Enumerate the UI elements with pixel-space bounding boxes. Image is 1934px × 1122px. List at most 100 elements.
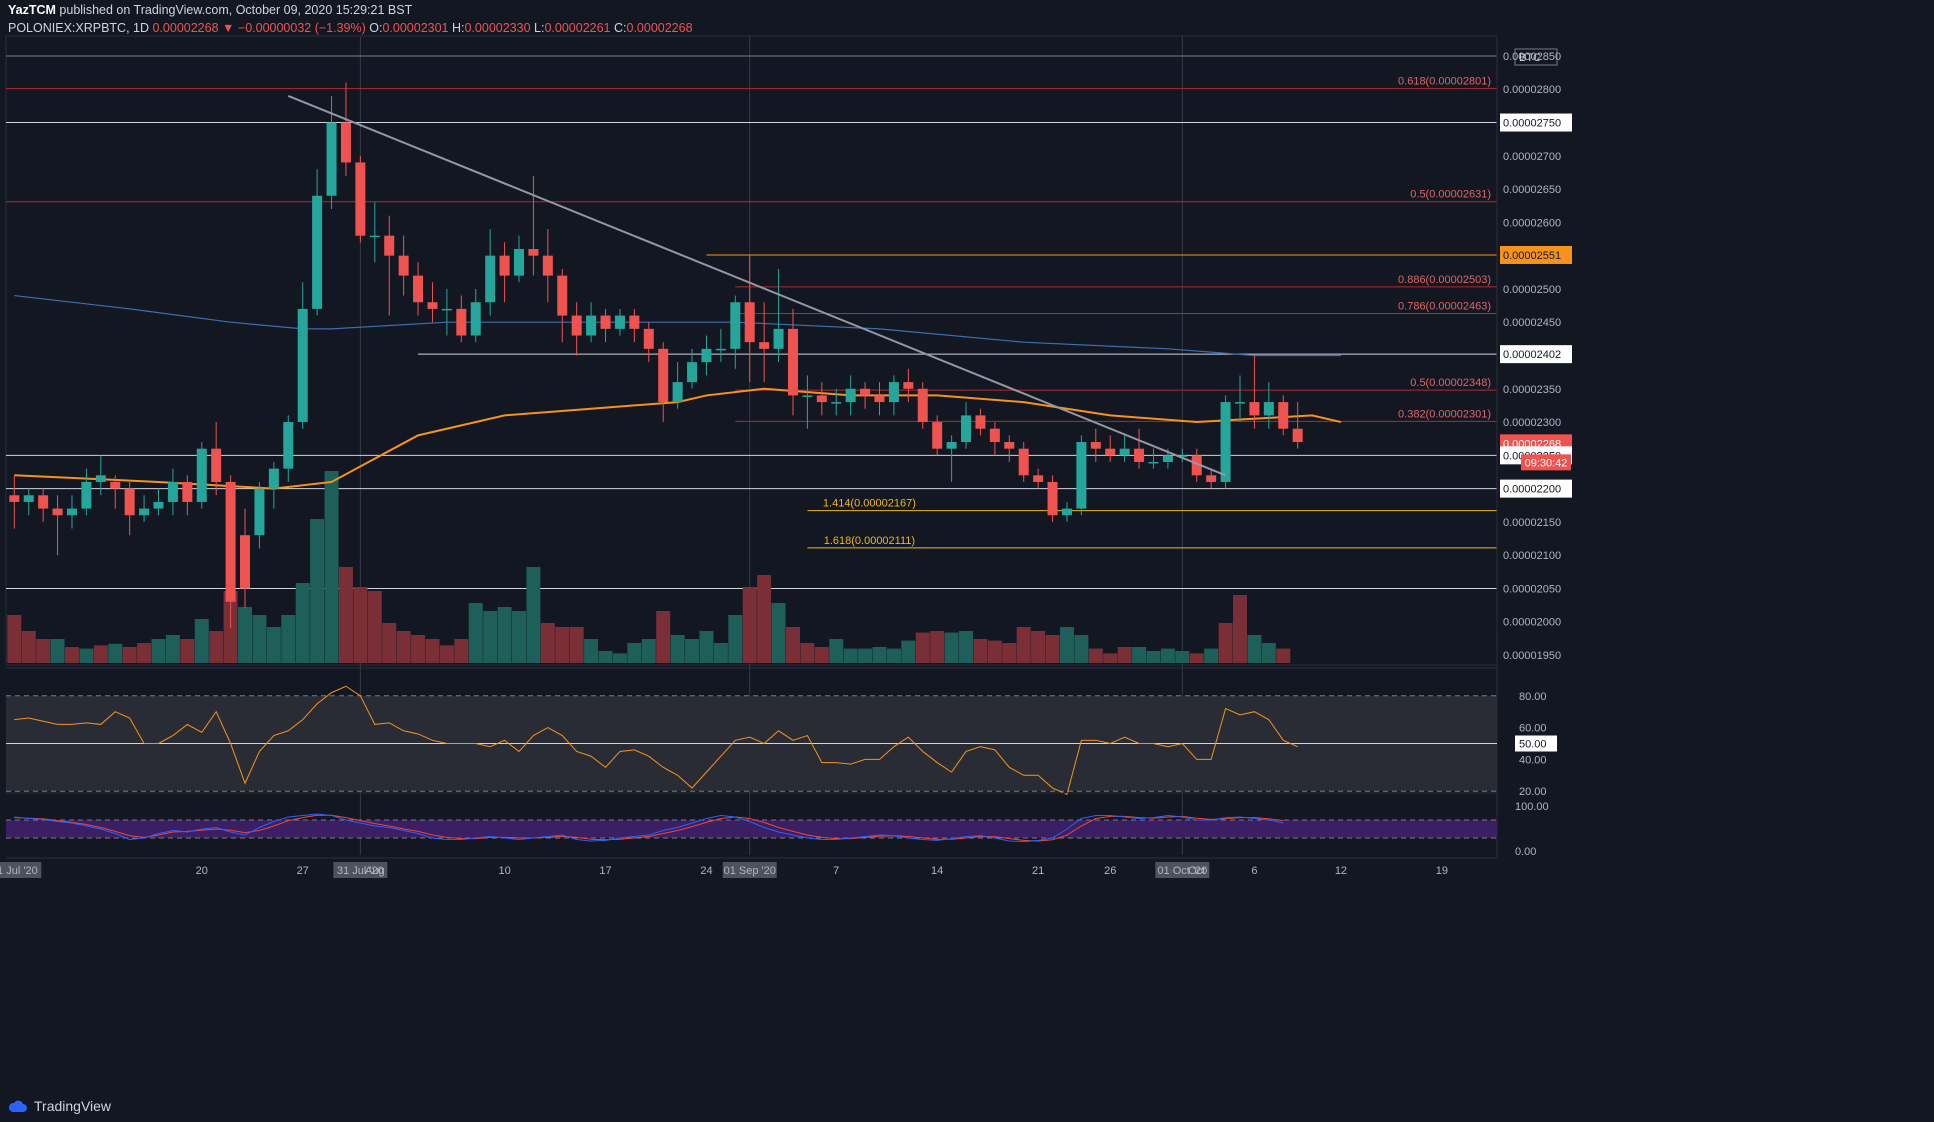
candle-body — [773, 328, 784, 349]
price-tick: 0.00002850 — [1503, 51, 1561, 63]
candle-body — [283, 422, 294, 469]
volume-bar — [1276, 648, 1291, 663]
time-tick: 10 — [498, 865, 510, 877]
close-value: 0.00002268 — [626, 21, 693, 35]
price-tick: 0.00002402 — [1503, 349, 1561, 361]
price-axis-bg — [1497, 0, 1934, 1122]
cloud-icon — [8, 1100, 27, 1112]
volume-bar — [1088, 648, 1103, 663]
candle-body — [1148, 461, 1159, 464]
candle-body — [297, 308, 308, 423]
candle-body — [629, 315, 640, 329]
volume-bar — [1189, 653, 1204, 663]
price-tick: 0.00002500 — [1503, 284, 1561, 296]
candle-body — [38, 495, 49, 509]
time-tick: Aug — [365, 865, 385, 877]
time-tag-bg — [0, 862, 42, 878]
candle-body — [643, 328, 654, 349]
rsi-tick: 80.00 — [1519, 691, 1547, 703]
published-text: published on TradingView.com, October 09… — [59, 3, 413, 17]
time-tick: Oct — [1188, 865, 1205, 877]
volume-bar — [64, 647, 79, 663]
candle-body — [23, 495, 34, 502]
time-tick: 17 — [599, 865, 611, 877]
fib-label: 0.5(0.00002631) — [1410, 189, 1491, 201]
fib-label: 0.886(0.00002503) — [1398, 274, 1491, 286]
time-tick: 21 — [1032, 865, 1044, 877]
candle-body — [975, 415, 986, 429]
candle-body — [1033, 475, 1044, 482]
volume-bar — [382, 623, 397, 663]
fib-label: 0.618(0.00002801) — [1398, 76, 1491, 88]
close-label: C: — [614, 21, 627, 35]
fib-label: 0.5(0.00002348) — [1410, 377, 1491, 389]
volume-bar — [122, 647, 137, 663]
time-tag-bg — [333, 862, 388, 878]
volume-bar — [1247, 635, 1262, 663]
rsi-tick: 60.00 — [1519, 723, 1547, 735]
volume-bar — [713, 643, 728, 663]
price-tick: 0.00001950 — [1503, 650, 1561, 662]
candle-body — [903, 382, 914, 389]
volume-bar — [915, 632, 930, 663]
volume-bar — [483, 611, 498, 663]
currency-box — [1514, 48, 1558, 66]
volume-bar — [1146, 651, 1161, 663]
volume-bar — [1002, 643, 1017, 663]
volume-bar — [612, 653, 627, 663]
currency-label: BTC — [1519, 52, 1541, 64]
candle-body — [427, 302, 438, 309]
open-label: O: — [369, 21, 383, 35]
volume-bar — [872, 647, 887, 663]
time-tick: 19 — [1436, 865, 1448, 877]
volume-bar — [1132, 647, 1147, 663]
volume-bar — [699, 631, 714, 663]
candle-body — [1249, 402, 1260, 416]
volume-bar — [742, 587, 757, 663]
volume-bar — [1261, 643, 1276, 663]
volume-bar — [108, 643, 123, 663]
price-tag-bg — [1500, 245, 1572, 264]
time-tick: 6 — [1251, 865, 1257, 877]
candle-body — [787, 328, 798, 396]
volume-bar — [1045, 635, 1060, 663]
volume-bar — [497, 607, 512, 663]
time-tick: 01 Oct '20 — [1157, 865, 1207, 877]
candle-body — [139, 508, 150, 516]
candle-body — [586, 315, 597, 336]
candle-body — [1076, 442, 1087, 509]
candle-body — [182, 481, 193, 502]
candle-body — [658, 348, 669, 403]
volume-bar — [295, 583, 310, 663]
time-tick: 26 — [1104, 865, 1116, 877]
price-tick: 0.00002700 — [1503, 151, 1561, 163]
price-tick: 0.00002600 — [1503, 217, 1561, 229]
price-tick: 0.00002050 — [1503, 583, 1561, 595]
volume-bar — [281, 615, 296, 663]
candle-body — [369, 235, 380, 238]
ma-orange-line — [14, 387, 1342, 490]
tradingview-brand[interactable]: TradingView — [8, 1098, 111, 1114]
price-tick: 0.00002750 — [1503, 118, 1561, 130]
volume-bar — [310, 519, 325, 663]
candle-body — [932, 422, 943, 449]
candle-body — [1263, 402, 1274, 416]
symbol-label[interactable]: POLONIEX:XRPBTC, 1D — [8, 21, 150, 35]
candle-body — [917, 388, 928, 423]
volume-bar — [1175, 651, 1190, 663]
candle-body — [845, 388, 856, 403]
volume-bar — [238, 607, 253, 663]
candle-body — [1061, 508, 1072, 516]
fib-label: 0.786(0.00002463) — [1398, 301, 1491, 313]
stoch-k-line — [14, 813, 1284, 843]
volume-bar — [800, 643, 815, 663]
price-tick: 0.00002450 — [1503, 317, 1561, 329]
volume-bar — [1218, 623, 1233, 663]
candle-body — [485, 255, 496, 303]
volume-bar — [411, 635, 426, 663]
volume-bar — [598, 651, 613, 663]
candle-body — [240, 535, 251, 589]
price-tag-bg — [1500, 345, 1572, 364]
author-name[interactable]: YazTCM — [8, 3, 56, 17]
